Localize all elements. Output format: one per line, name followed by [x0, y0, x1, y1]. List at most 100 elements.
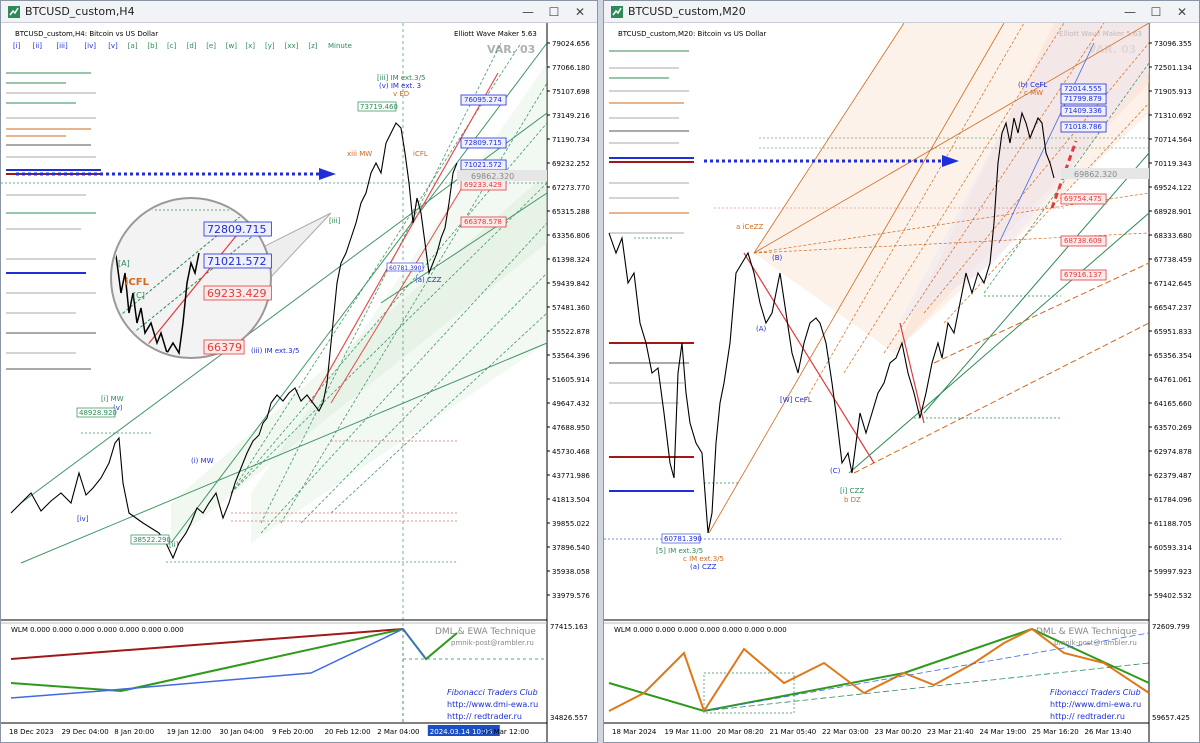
price-tick: 60593.314	[1154, 544, 1192, 552]
price-tick: 37896.540	[552, 544, 590, 552]
wave-label: b DZ	[844, 496, 861, 504]
time-tick: 8 Jan 20:00	[114, 728, 154, 736]
time-tick: 29 Dec 04:00	[62, 728, 109, 736]
site1-link[interactable]: http://www.dmi-ewa.ru	[447, 700, 538, 709]
tf-button[interactable]: [ii]	[33, 42, 43, 50]
tf-button[interactable]: [x]	[245, 42, 255, 50]
wave-label: (iii) IM ext.3/5	[251, 347, 299, 355]
price-tick: 73149.216	[552, 112, 590, 120]
var-label: VAR. 03	[487, 43, 535, 56]
time-tick: 21 Mar 05:40	[770, 728, 817, 736]
tf-button[interactable]: [iii]	[56, 42, 68, 50]
minimize-button[interactable]: —	[522, 5, 534, 19]
level-bars	[609, 50, 694, 492]
price-tick: 69232.252	[552, 160, 590, 168]
close-button[interactable]: ✕	[1176, 5, 1188, 19]
site1-link[interactable]: http://www.dmi-ewa.ru	[1050, 700, 1141, 709]
price-tick: 61398.324	[552, 256, 590, 264]
level-tag: 72014.555	[1064, 85, 1102, 93]
club-text: Fibonacci Traders Club	[1050, 688, 1141, 697]
chart-icon	[8, 5, 20, 18]
tf-button[interactable]: [i]	[13, 42, 21, 50]
chart-window-left[interactable]: BTCUSD_custom,H4 — ☐ ✕ [i] [ii] [iii] [iv][…	[0, 0, 598, 743]
price-tick: 68928.901	[1154, 208, 1192, 216]
wlm-lines	[608, 627, 1150, 714]
price-tick: 69524.122	[1154, 184, 1192, 192]
time-tick: 23 Mar 21:40	[927, 728, 974, 736]
price-tick: 65356.354	[1154, 352, 1192, 360]
price-tick: 33979.576	[552, 592, 590, 600]
price-box: 60781.390	[664, 535, 702, 543]
wave-label: c MW	[1024, 89, 1043, 97]
level-tags[interactable]: 76095.274 72809.715 71021.572 69233.429 6637…	[460, 94, 507, 228]
price-tick: 65315.288	[552, 208, 590, 216]
wave-label: xiii MW	[347, 150, 372, 158]
wave-label: (a) CZZ	[415, 276, 442, 284]
tf-button[interactable]: [e]	[206, 42, 216, 50]
tf-button[interactable]: [w]	[226, 42, 237, 50]
tf-button[interactable]: [z]	[308, 42, 317, 50]
minimize-button[interactable]: —	[1124, 5, 1136, 19]
time-axis[interactable]: 18 Dec 2023 29 Dec 04:00 8 Jan 20:00 19 Jan…	[9, 725, 529, 736]
chart-window-right[interactable]: BTCUSD_custom,M20 — ☐ ✕ BTCUSD_custom,M2…	[603, 0, 1200, 743]
level-tag: 71799.879	[1064, 95, 1102, 103]
level-tags[interactable]: 72014.555 71799.879 71409.336 71018.786 6975…	[1060, 83, 1107, 281]
level-tag: 68738.609	[1064, 237, 1102, 245]
tf-button[interactable]: [y]	[265, 42, 275, 50]
tf-button[interactable]: [v]	[108, 42, 118, 50]
site2-link[interactable]: http:// redtrader.ru	[1050, 712, 1125, 721]
wave-label: c IM ext.3/5	[683, 555, 724, 563]
tf-buttons[interactable]: [i] [ii] [iii] [iv] [v] [a] [b] [c] [d] [e] [w] [x]…	[13, 42, 352, 50]
time-axis[interactable]: 18 Mar 2024 19 Mar 11:00 20 Mar 08:20 21 Ma…	[612, 728, 1131, 736]
tf-button[interactable]: [b]	[147, 42, 157, 50]
zoom-tags: 72809.715 71021.572 69233.429 66379	[203, 221, 272, 355]
price-scale[interactable]: 73096.355 72501.134 71905.913 71310.692 7071…	[1149, 40, 1192, 600]
price-tick: 67738.459	[1154, 256, 1192, 264]
wave-label: [i] CZZ	[840, 487, 864, 495]
price-boxes: 73719.460 48928.920 38522.290 60781.390	[76, 101, 424, 545]
price-tick: 65951.833	[1154, 328, 1192, 336]
level-tag: 69233.429	[464, 181, 502, 189]
title-bar[interactable]: BTCUSD_custom,M20 — ☐ ✕	[604, 1, 1199, 23]
price-tick: 59402.532	[1154, 592, 1192, 600]
price-chart[interactable]: BTCUSD_custom,M20: Bitcoin vs US Dollar …	[604, 23, 1200, 743]
price-tick: 63356.806	[552, 232, 590, 240]
price-tick: 55522.878	[552, 328, 590, 336]
level-tag: 76095.274	[464, 96, 502, 104]
email-text: pmnik-post@rambler.ru	[1054, 639, 1137, 647]
close-button[interactable]: ✕	[574, 5, 586, 19]
time-tick: 9 Feb 20:00	[272, 728, 313, 736]
price-tick: 47688.950	[552, 424, 590, 432]
maximize-button[interactable]: ☐	[1150, 5, 1162, 19]
zoom-label: iCFL	[125, 277, 150, 288]
level-tag: 69754.475	[1064, 195, 1102, 203]
time-tick: 23 Mar 00:20	[875, 728, 922, 736]
tf-button[interactable]: [a]	[128, 42, 138, 50]
title-bar[interactable]: BTCUSD_custom,H4 — ☐ ✕	[1, 1, 597, 23]
wave-label: (B)	[772, 254, 783, 262]
tf-button[interactable]: [d]	[187, 42, 197, 50]
wave-labels: a iCeZZ (b) CeFL c MW [5] IM ext.3/5 c I…	[656, 81, 1047, 571]
wave-label: [ii]	[169, 541, 179, 549]
wave-label: [5] IM ext.3/5	[656, 547, 703, 555]
price-chart[interactable]: [i] [ii] [iii] [iv] [v] [a] [b] [c] [d] [e] [w] [x]…	[1, 23, 598, 743]
price-tick: 45730.468	[552, 448, 590, 456]
tf-button[interactable]: [xx]	[285, 42, 299, 50]
dml-text: DML & EWA Technique	[1036, 627, 1137, 637]
wlm-indicator-label: WLM 0.000 0.000 0.000 0.000 0.000 0.000 …	[11, 626, 184, 634]
time-tick: 2 Mar 04:00	[377, 728, 419, 736]
tf-button[interactable]: [iv]	[84, 42, 96, 50]
tf-button[interactable]: [c]	[167, 42, 177, 50]
wave-label: [W] CeFL	[780, 396, 812, 404]
price-tick: 51605.914	[552, 376, 590, 384]
price-tick: 70714.564	[1154, 136, 1192, 144]
price-box: 38522.290	[133, 536, 171, 544]
level-tag: 71018.786	[1064, 123, 1102, 131]
wave-label: (A)	[756, 325, 767, 333]
price-scale[interactable]: 79024.656 77066.180 75107.698 73149.216 7119…	[547, 40, 590, 600]
maximize-button[interactable]: ☐	[548, 5, 560, 19]
tf-button[interactable]: Minute	[328, 42, 352, 50]
site2-link[interactable]: http:// redtrader.ru	[447, 712, 522, 721]
price-tick: 77066.180	[552, 64, 590, 72]
wlm-scale-bottom: 34826.557	[550, 714, 588, 722]
